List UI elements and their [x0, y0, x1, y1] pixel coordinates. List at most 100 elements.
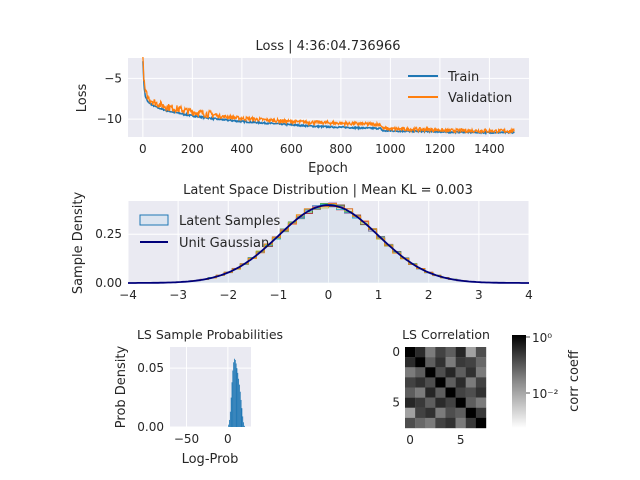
loss-y-tick-label: −10	[97, 112, 122, 126]
colorbar-tick-top: 10⁰	[532, 331, 552, 345]
prob-bar	[237, 372, 239, 427]
prob-bar	[240, 399, 242, 427]
prob-y-tick-label: 0.05	[137, 361, 164, 375]
latent-x-ticks: −4 −3 −2 −1 0 1 2 3 4	[119, 288, 533, 302]
corr-cell	[465, 407, 477, 419]
corr-cell	[475, 397, 487, 408]
corr-colorbar-ticks: 10⁰ 10⁻²	[526, 331, 559, 401]
corr-cell	[475, 417, 487, 429]
corr-cell	[445, 347, 456, 358]
corr-cell	[435, 367, 446, 378]
prob-bar	[229, 411, 231, 427]
corr-cell	[425, 347, 436, 358]
latent-x-tick-label: 3	[475, 288, 483, 302]
loss-grid	[128, 58, 529, 137]
corr-cell	[405, 357, 416, 368]
corr-cell	[445, 417, 456, 429]
prob-bar	[232, 370, 234, 427]
loss-lines	[142, 56, 515, 136]
prob-bar	[234, 359, 236, 427]
corr-cell	[415, 357, 426, 368]
corr-cell	[405, 397, 416, 408]
loss-x-tick-label: 0	[139, 142, 147, 156]
corr-cell	[425, 397, 436, 408]
corr-cell	[465, 347, 477, 358]
corr-y-tick-label: 0	[392, 345, 400, 359]
loss-x-ticks: 0 200 400 600 800 1000 1200 1400	[139, 142, 505, 156]
latent-title: Latent Space Distribution | Mean KL = 0.…	[183, 183, 473, 198]
loss-plot-area	[128, 58, 529, 137]
corr-cell	[415, 387, 426, 398]
corr-colorbar	[512, 335, 526, 428]
corr-cell	[455, 347, 466, 358]
latent-y-tick-label: 0.25	[95, 227, 122, 241]
prob-title: LS Sample Probabilities	[137, 327, 283, 342]
corr-cell	[475, 387, 487, 398]
corr-cell	[455, 367, 466, 378]
prob-bar	[242, 416, 244, 427]
legend-latent-samples-swatch	[139, 214, 169, 226]
latent-y-ticks: 0.00 0.25	[95, 227, 122, 290]
corr-cell	[415, 407, 426, 419]
corr-cell	[445, 387, 456, 398]
prob-bar	[233, 362, 235, 427]
corr-cell	[465, 417, 477, 429]
loss-x-label: Epoch	[308, 161, 348, 176]
corr-cell	[435, 347, 446, 358]
prob-bar	[228, 424, 230, 427]
latent-x-tick-label: −2	[219, 288, 237, 302]
corr-cell	[455, 357, 466, 368]
corr-cell	[475, 377, 487, 388]
corr-x-tick-label: 0	[406, 433, 414, 447]
corr-cell	[405, 377, 416, 388]
prob-y-tick-label: 0.00	[137, 420, 164, 434]
prob-bar	[243, 425, 245, 427]
corr-cell	[405, 387, 416, 398]
loss-title: Loss | 4:36:04.736966	[255, 39, 400, 54]
corr-cell	[475, 407, 487, 419]
loss-series-validation	[142, 56, 515, 135]
prob-bar	[236, 368, 238, 427]
loss-x-tick-label: 400	[230, 142, 253, 156]
corr-cell	[455, 417, 466, 429]
corr-cell	[475, 347, 487, 358]
corr-y-ticks: 05	[392, 345, 400, 410]
corr-heatmap	[405, 347, 487, 429]
prob-panel: −50 0 0.00 0.05 LS Sample Probabilities Lo…	[114, 327, 283, 467]
unit-gaussian-curve	[128, 204, 529, 284]
prob-bar	[243, 422, 244, 427]
prob-x-label: Log-Prob	[182, 452, 239, 467]
corr-cell	[445, 377, 456, 388]
corr-cell	[405, 367, 416, 378]
latent-x-tick-label: 0	[325, 288, 333, 302]
loss-panel: 0 200 400 600 800 1000 1200 1400 −5 −10 Loss | 4…	[75, 39, 529, 176]
prob-bar	[241, 408, 243, 427]
corr-cell	[415, 397, 426, 408]
corr-cell	[435, 407, 446, 419]
corr-cell	[455, 387, 466, 398]
corr-cell	[425, 367, 436, 378]
loss-x-tick-label: 1000	[375, 142, 406, 156]
colorbar-tick-mid: 10⁻²	[532, 387, 559, 401]
corr-cell	[405, 347, 416, 358]
corr-cell	[465, 357, 477, 368]
corr-cell	[465, 397, 477, 408]
prob-bar	[231, 382, 233, 427]
latent-x-tick-label: −4	[119, 288, 137, 302]
loss-x-tick-label: 1200	[425, 142, 456, 156]
corr-cell	[465, 377, 477, 388]
latent-panel: −4 −3 −2 −1 0 1 2 3 4 0.00 0.25 Latent Space Dist…	[71, 183, 533, 302]
corr-title: LS Correlation	[402, 327, 490, 342]
prob-bar	[235, 363, 237, 427]
latent-x-tick-label: −3	[169, 288, 187, 302]
corr-cell	[455, 377, 466, 388]
corr-x-tick-label: 5	[457, 433, 465, 447]
corr-cell	[455, 397, 466, 408]
loss-x-tick-label: 600	[280, 142, 303, 156]
corr-cell	[445, 367, 456, 378]
latent-y-label: Sample Density	[71, 192, 86, 295]
corr-cell	[475, 357, 487, 368]
corr-cell	[425, 407, 436, 419]
